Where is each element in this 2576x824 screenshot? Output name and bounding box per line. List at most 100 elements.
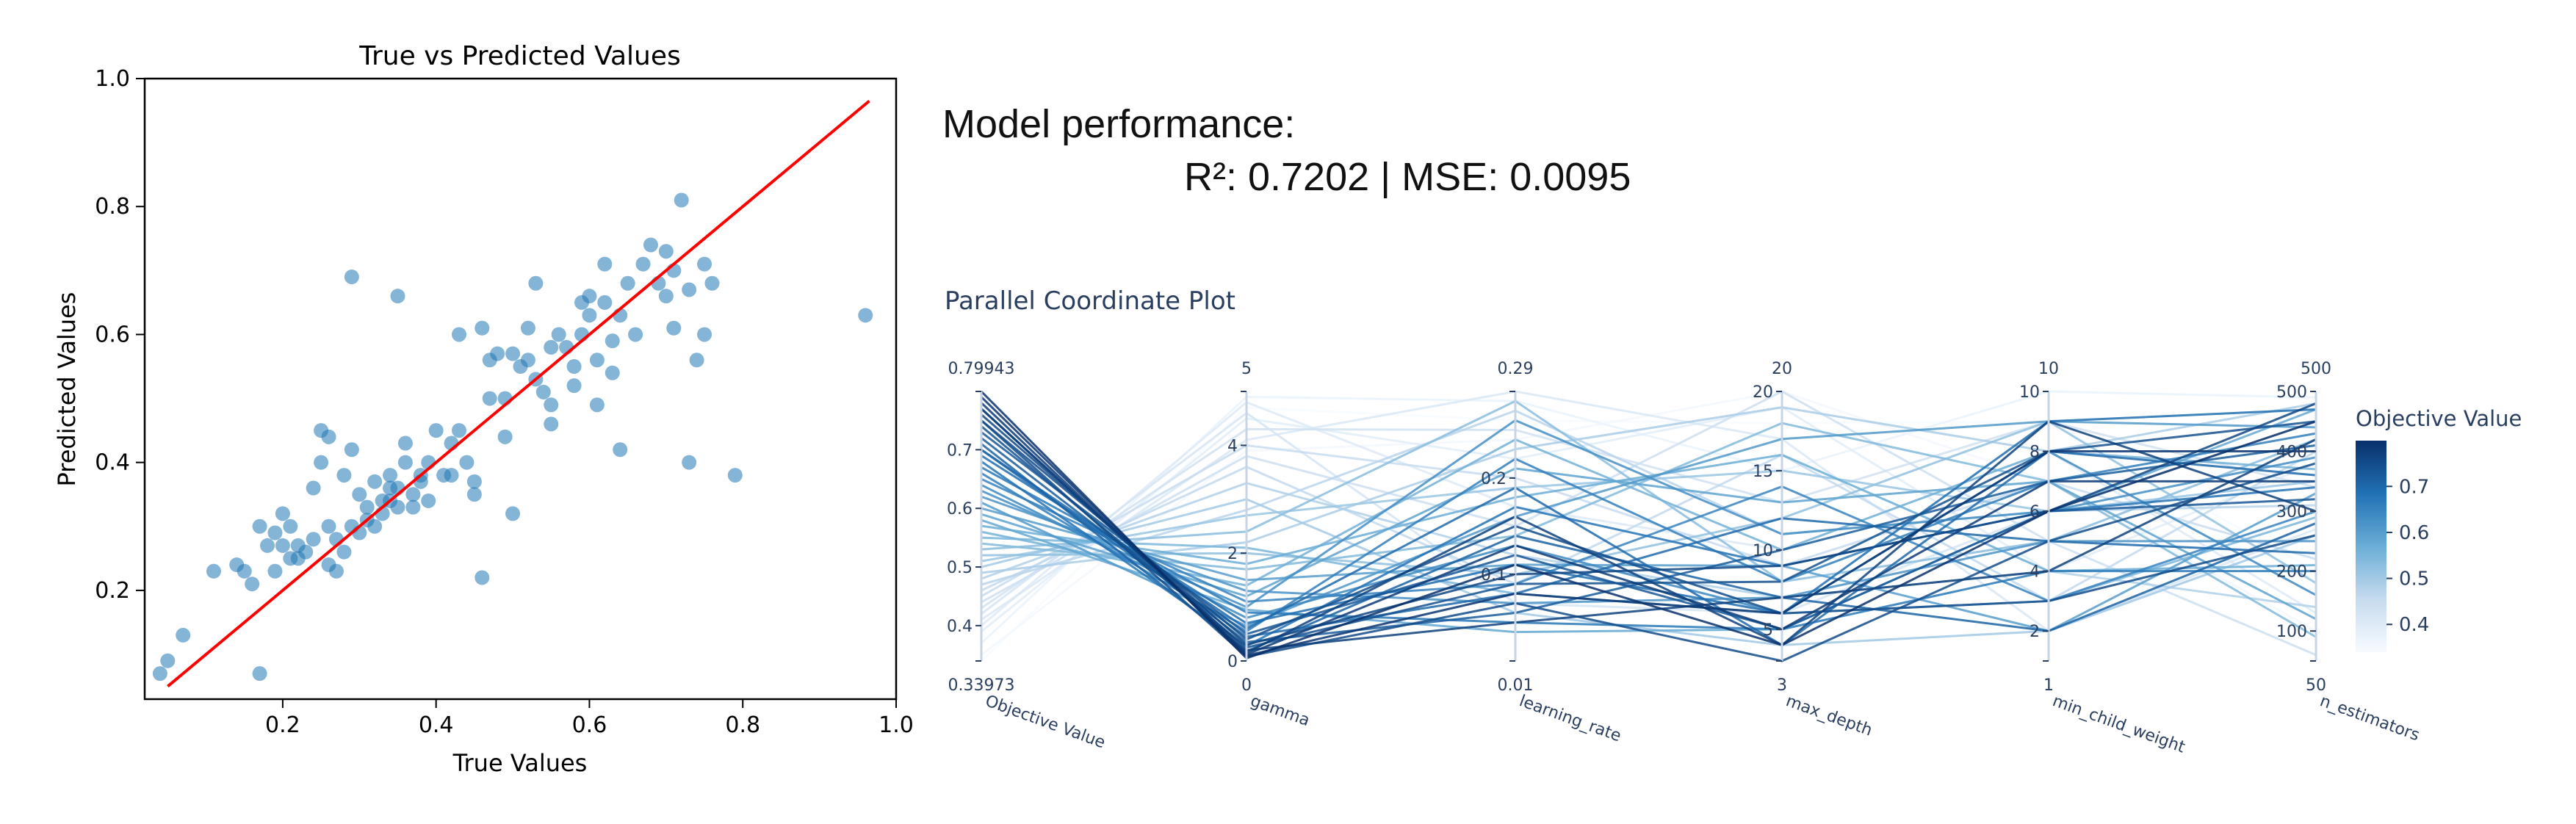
scatter-title: True vs Predicted Values	[358, 41, 680, 71]
pcp-tick-label: 0.7	[947, 441, 973, 460]
trial-line	[981, 419, 2317, 662]
trial-line	[981, 390, 2317, 656]
pcp-axis-title: learning_rate	[1517, 692, 1623, 745]
scatter-point	[367, 474, 383, 489]
colorbar-tick-label: 0.5	[2399, 568, 2429, 590]
scatter-point	[482, 391, 497, 406]
trial-line	[981, 406, 2317, 633]
scatter-point	[176, 627, 191, 643]
colorbar-tick-label: 0.7	[2399, 476, 2429, 498]
y-axis-ticks: 0.2 0.4 0.6 0.8 1.0	[95, 66, 145, 604]
pcp-tick-label: 15	[1753, 463, 1773, 481]
scatter-point	[666, 320, 682, 336]
pcp-axis-title: gamma	[1248, 692, 1312, 730]
x-tick-label: 0.2	[265, 712, 300, 738]
trial-line	[981, 400, 2317, 627]
y-tick-label: 0.6	[95, 322, 130, 347]
pcp-axis-min-label: 50	[2306, 676, 2326, 695]
trial-line	[981, 390, 2317, 657]
scatter-point	[206, 563, 221, 579]
trial-line	[981, 467, 2317, 621]
trial-line	[981, 477, 2317, 603]
scatter-point	[321, 429, 336, 444]
scatter-point	[544, 339, 559, 355]
trial-line	[981, 482, 2317, 609]
scatter-point	[674, 192, 689, 208]
scatter-point	[466, 474, 482, 489]
colorbar-ticks: 0.4 0.5 0.6 0.7	[2386, 476, 2429, 636]
y-tick-label: 1.0	[95, 66, 130, 92]
performance-heading: Model performance:	[942, 102, 1296, 146]
scatter-point	[497, 429, 513, 444]
scatter-point	[344, 270, 359, 285]
scatter-point	[589, 353, 605, 368]
scatter-point	[613, 442, 628, 458]
pcp-tick-label: 200	[2276, 563, 2307, 582]
pcp-tick-label: 2	[1227, 545, 1238, 563]
scatter-point	[727, 468, 743, 483]
scatter-point	[605, 365, 620, 380]
scatter-point	[505, 346, 521, 361]
scatter-point	[298, 544, 314, 560]
scatter-point	[704, 275, 720, 291]
scatter-point	[152, 666, 167, 682]
scatter-point	[597, 256, 613, 272]
scatter-point	[582, 308, 597, 323]
y-tick-label: 0.4	[95, 450, 130, 476]
trial-line	[980, 408, 2317, 651]
pcp-axis-max-label: 500	[2301, 360, 2331, 378]
scatter-point	[459, 455, 475, 470]
scatter-point	[858, 308, 873, 323]
scatter-point	[390, 499, 405, 515]
x-axis-label: True Values	[452, 749, 588, 777]
pcp-tick-label: 4	[1227, 437, 1238, 455]
x-axis-ticks: 0.2 0.4 0.6 0.8 1.0	[265, 699, 914, 738]
scatter-point	[260, 538, 275, 553]
scatter-point	[520, 320, 535, 336]
scatter-point	[544, 416, 559, 432]
reference-line	[167, 99, 870, 688]
pcp-axis-min-label: 0	[1241, 676, 1252, 695]
pcp-tick-label: 8	[2030, 444, 2040, 462]
scatter-point	[421, 493, 436, 508]
scatter-point	[160, 653, 176, 668]
pcp-axis-max-label: 0.79943	[948, 360, 1015, 378]
scatter-point	[535, 384, 551, 400]
scatter-point	[682, 282, 697, 297]
scatter-point	[328, 563, 344, 579]
scatter-point	[397, 436, 413, 451]
scatter-point	[566, 359, 582, 375]
scatter-point	[237, 563, 252, 579]
scatter-point	[635, 256, 651, 272]
trial-line	[981, 420, 2317, 585]
scatter-point	[505, 506, 521, 521]
pcp-tick-label: 10	[1753, 542, 1773, 560]
pcp-tick-label: 4	[2030, 563, 2040, 582]
scatter-point	[620, 275, 635, 291]
scatter-point	[605, 333, 620, 349]
trial-line	[981, 495, 2316, 604]
scatter-point	[658, 289, 674, 304]
scatter-point	[490, 346, 505, 361]
pcp-axis-title: Objective Value	[983, 692, 1108, 752]
scatter-point	[689, 353, 704, 368]
scatter-point	[444, 468, 459, 483]
pcp-tick-label: 100	[2276, 623, 2307, 641]
pcp-tick-label: 0.6	[947, 500, 973, 518]
scatter-point	[245, 577, 260, 592]
scatter-point	[643, 237, 658, 253]
scatter-point	[267, 525, 283, 541]
trial-line	[981, 420, 2317, 610]
scatter-point	[352, 487, 367, 502]
pcp-axis-title: n_estimators	[2317, 692, 2422, 745]
scatter-point	[390, 289, 405, 304]
pcp-axis-title: max_depth	[1783, 692, 1875, 740]
pcp-axis-min-label: 1	[2043, 676, 2054, 695]
pcp-tick-label: 10	[2019, 383, 2040, 402]
scatter-point	[405, 499, 421, 515]
scatter-point	[397, 455, 413, 470]
scatter-point	[336, 544, 352, 560]
scatter-point	[628, 327, 643, 342]
scatter-point	[451, 327, 466, 342]
true-vs-predicted-chart: 0.2 0.4 0.6 0.8 1.0 0.2 0.4 0.6 0.8 1.0 True vs …	[53, 41, 914, 777]
